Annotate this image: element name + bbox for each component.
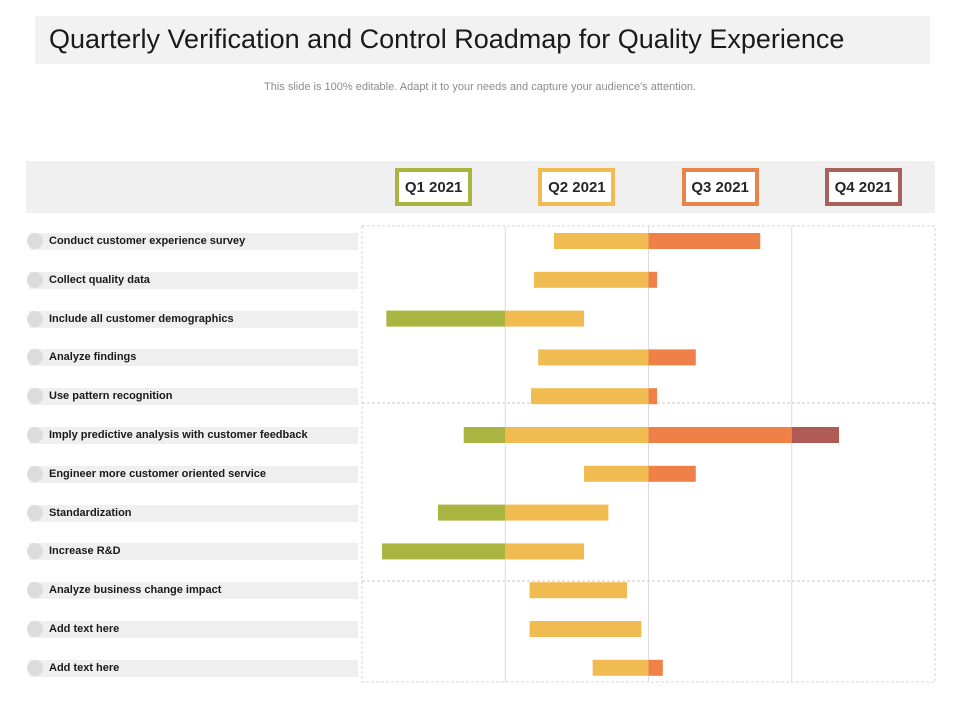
task-row-background	[29, 582, 358, 600]
task-bar-segment	[553, 233, 649, 249]
task-row-background	[29, 504, 358, 522]
quarter-label: Q4 2021	[834, 178, 893, 196]
task-row-background	[29, 271, 358, 289]
task-bar-segment	[648, 659, 663, 676]
task-row-background	[29, 388, 358, 406]
title-bar: Quarterly Verification and Control Roadm…	[35, 16, 930, 64]
task-row-background	[29, 349, 358, 367]
task-bar-segment	[505, 504, 609, 521]
task-row-background	[29, 465, 358, 483]
quarter-badge: Q2 2021	[538, 168, 616, 206]
task-bar-segment	[505, 427, 649, 443]
task-bar-segment	[533, 271, 649, 288]
task-row-background	[29, 659, 358, 677]
bullet-icon	[27, 427, 43, 443]
task-bar-segment	[648, 465, 696, 482]
task-bar-segment	[386, 310, 506, 327]
task-row: Collect quality data	[27, 271, 358, 289]
task-label: Analyze findings	[49, 351, 137, 364]
task-row: Use pattern recognition	[27, 388, 358, 406]
quarter-badge: Q3 2021	[681, 168, 759, 206]
task-bar-segment	[648, 233, 761, 249]
task-row: Add text here	[27, 659, 358, 677]
subtitle: This slide is 100% editable. Adapt it to…	[264, 81, 696, 93]
task-row: Engineer more customer oriented service	[27, 465, 358, 483]
bullet-icon	[27, 659, 43, 676]
quarter-badge: Q1 2021	[395, 168, 473, 206]
bullet-icon	[27, 504, 43, 521]
task-bar-segment	[791, 427, 840, 443]
quarter-header-band	[26, 161, 935, 213]
task-label: Use pattern recognition	[49, 390, 173, 403]
task-bar-segment	[584, 465, 649, 482]
bullet-icon	[27, 233, 43, 249]
task-bar-segment	[592, 659, 649, 676]
task-label: Conduct customer experience survey	[49, 235, 246, 247]
bullet-icon	[27, 310, 43, 327]
task-label: Collect quality data	[49, 273, 150, 286]
task-row: Conduct customer experience survey	[27, 233, 358, 250]
task-label: Imply predictive analysis with customer …	[49, 429, 308, 441]
task-bar-segment	[505, 543, 585, 560]
task-bar-segment	[505, 310, 585, 327]
bullet-icon	[27, 465, 43, 482]
task-row: Imply predictive analysis with customer …	[27, 427, 358, 444]
quarter-label: Q2 2021	[548, 178, 606, 196]
task-bar-segment	[437, 504, 506, 521]
task-label: Include all customer demographics	[49, 312, 234, 325]
page-title: Quarterly Verification and Control Roadm…	[49, 24, 845, 54]
quarter-label: Q3 2021	[691, 178, 749, 196]
bullet-icon	[27, 582, 43, 599]
task-bar-segment	[538, 349, 649, 366]
task-row-background	[29, 233, 358, 250]
task-row: Increase R&D	[27, 543, 358, 561]
task-label: Add text here	[49, 623, 120, 635]
bullet-icon	[27, 543, 43, 560]
bullet-icon	[27, 271, 43, 288]
quarter-label: Q1 2021	[404, 178, 463, 196]
task-label: Engineer more customer oriented service	[49, 467, 267, 480]
task-row: Include all customer demographics	[27, 310, 358, 328]
task-row-background	[29, 427, 358, 444]
task-bar-segment	[648, 349, 696, 366]
task-bar-segment	[529, 582, 628, 599]
task-row: Analyze findings	[27, 349, 358, 367]
task-bar-segment	[529, 621, 642, 637]
task-row-background	[29, 621, 358, 638]
task-bar-segment	[648, 388, 658, 405]
task-label: Increase R&D	[49, 545, 121, 558]
bullet-icon	[27, 621, 43, 637]
task-bar-segment	[648, 271, 658, 288]
task-bar-segment	[531, 388, 649, 405]
task-label: Analyze business change impact	[49, 584, 222, 597]
task-row: Analyze business change impact	[27, 582, 358, 600]
task-label: Add text here	[49, 661, 120, 674]
task-label: Standardization	[49, 506, 132, 519]
task-bar-segment	[382, 543, 506, 560]
quarter-badge: Q4 2021	[824, 168, 902, 206]
task-row-background	[29, 543, 358, 561]
bullet-icon	[27, 388, 43, 405]
task-row: Add text here	[27, 621, 358, 638]
task-bar-segment	[463, 427, 506, 443]
bullet-icon	[27, 349, 43, 366]
task-bar-segment	[648, 427, 792, 443]
task-row: Standardization	[27, 504, 358, 522]
task-row-background	[29, 310, 358, 328]
